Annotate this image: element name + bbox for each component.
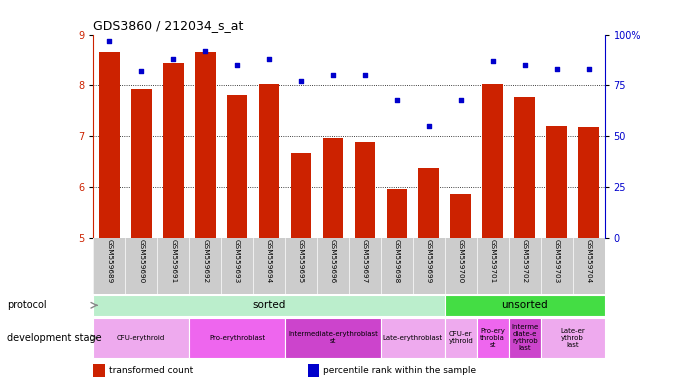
Bar — [419, 168, 439, 238]
Text: GSM559697: GSM559697 — [362, 239, 368, 283]
Bar — [477, 318, 509, 358]
Bar — [99, 52, 120, 238]
Bar — [540, 318, 605, 358]
Point — [263, 56, 274, 62]
Point — [200, 48, 211, 54]
Point — [231, 62, 243, 68]
Bar — [291, 152, 312, 238]
Bar — [93, 318, 189, 358]
Bar — [509, 318, 540, 358]
Text: GSM559691: GSM559691 — [170, 239, 176, 283]
Text: CFU-er
ythroid: CFU-er ythroid — [448, 331, 473, 344]
Text: sorted: sorted — [252, 300, 286, 310]
Text: Intermediate-erythroblast
st: Intermediate-erythroblast st — [288, 331, 378, 344]
Bar — [227, 94, 247, 238]
Point — [328, 72, 339, 78]
Text: Late-erythroblast: Late-erythroblast — [383, 335, 443, 341]
Point — [519, 62, 530, 68]
Bar — [354, 142, 375, 238]
Text: transformed count: transformed count — [108, 366, 193, 375]
Text: Pro-ery
throbla
st: Pro-ery throbla st — [480, 328, 505, 348]
Bar — [386, 189, 407, 238]
Bar — [308, 364, 319, 376]
Bar — [323, 138, 343, 238]
Point — [135, 68, 146, 74]
Bar — [93, 295, 445, 316]
Point — [551, 66, 562, 72]
Text: GSM559690: GSM559690 — [138, 239, 144, 283]
Point — [168, 56, 179, 62]
Bar — [445, 295, 605, 316]
Text: GSM559700: GSM559700 — [458, 239, 464, 283]
Bar — [285, 318, 381, 358]
Bar — [514, 97, 535, 238]
Text: GSM559704: GSM559704 — [586, 239, 591, 283]
Text: GSM559699: GSM559699 — [426, 239, 432, 283]
Text: protocol: protocol — [7, 300, 46, 310]
Text: GDS3860 / 212034_s_at: GDS3860 / 212034_s_at — [93, 19, 244, 32]
Text: unsorted: unsorted — [502, 300, 548, 310]
Bar — [451, 194, 471, 238]
Bar — [258, 84, 279, 238]
Text: CFU-erythroid: CFU-erythroid — [117, 335, 165, 341]
Text: Pro-erythroblast: Pro-erythroblast — [209, 335, 265, 341]
Point — [296, 78, 307, 84]
Bar — [578, 127, 599, 238]
Text: development stage: development stage — [7, 333, 102, 343]
Text: GSM559689: GSM559689 — [106, 239, 112, 283]
Point — [455, 97, 466, 103]
Point — [424, 123, 435, 129]
Text: Interme
diate-e
rythrob
last: Interme diate-e rythrob last — [511, 324, 538, 351]
Text: GSM559698: GSM559698 — [394, 239, 400, 283]
Point — [359, 72, 370, 78]
Text: GSM559695: GSM559695 — [298, 239, 304, 283]
Point — [104, 38, 115, 44]
Text: GSM559696: GSM559696 — [330, 239, 336, 283]
Bar — [163, 63, 184, 238]
Bar — [547, 126, 567, 238]
Text: GSM559692: GSM559692 — [202, 239, 208, 283]
Text: Late-er
ythrob
last: Late-er ythrob last — [560, 328, 585, 348]
Point — [583, 66, 594, 72]
Bar — [482, 84, 503, 238]
Point — [487, 58, 498, 64]
Bar — [381, 318, 445, 358]
Bar — [131, 89, 151, 238]
Bar — [195, 52, 216, 238]
Bar — [189, 318, 285, 358]
Text: GSM559703: GSM559703 — [553, 239, 560, 283]
Bar — [445, 318, 477, 358]
Text: GSM559701: GSM559701 — [490, 239, 495, 283]
Text: GSM559702: GSM559702 — [522, 239, 528, 283]
Point — [391, 97, 402, 103]
Text: GSM559693: GSM559693 — [234, 239, 240, 283]
Bar — [93, 364, 104, 376]
Text: GSM559694: GSM559694 — [266, 239, 272, 283]
Text: percentile rank within the sample: percentile rank within the sample — [323, 366, 477, 375]
